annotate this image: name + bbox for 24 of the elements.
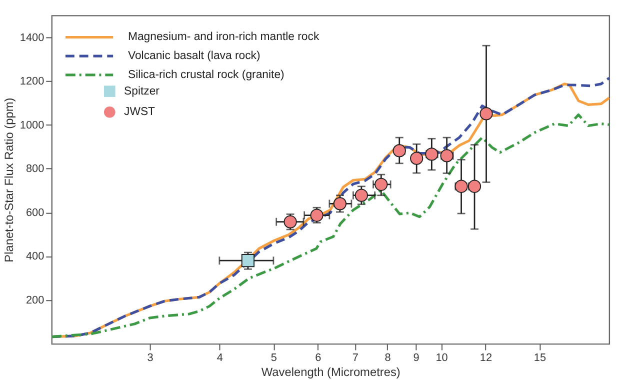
legend-label: Magnesium- and iron-rich mantle rock [128, 31, 320, 44]
y-tick-label: 600 [26, 206, 44, 219]
y-tick-label: 400 [26, 250, 44, 263]
y-axis-title: Planet-to-Star Flux Ratio (ppm) [2, 98, 16, 262]
x-tick-label: 5 [270, 352, 277, 364]
legend-label: Volcanic basalt (lava rock) [128, 50, 260, 62]
x-tick-label: 9 [413, 352, 420, 364]
legend-label: JWST [124, 106, 156, 118]
x-tick-label: 15 [534, 352, 546, 364]
x-tick-label: 10 [436, 352, 448, 364]
y-tick-label: 1000 [20, 119, 44, 132]
y-tick-label: 200 [26, 294, 44, 306]
x-axis-title: Wavelength (Micrometres) [261, 365, 400, 380]
x-tick-label: 7 [352, 352, 358, 364]
x-tick-label: 12 [480, 352, 492, 364]
y-tick-label: 800 [26, 163, 44, 176]
legend-label: Silica-rich crustal rock (granite) [128, 68, 285, 81]
y-tick-label: 1200 [20, 76, 44, 88]
x-tick-label: 3 [147, 352, 154, 364]
x-tick-label: 4 [216, 352, 223, 364]
y-tick-label: 1400 [20, 32, 44, 44]
x-tick-label: 8 [384, 352, 391, 364]
x-tick-label: 6 [315, 352, 322, 364]
legend-label: Spitzer [124, 85, 160, 98]
